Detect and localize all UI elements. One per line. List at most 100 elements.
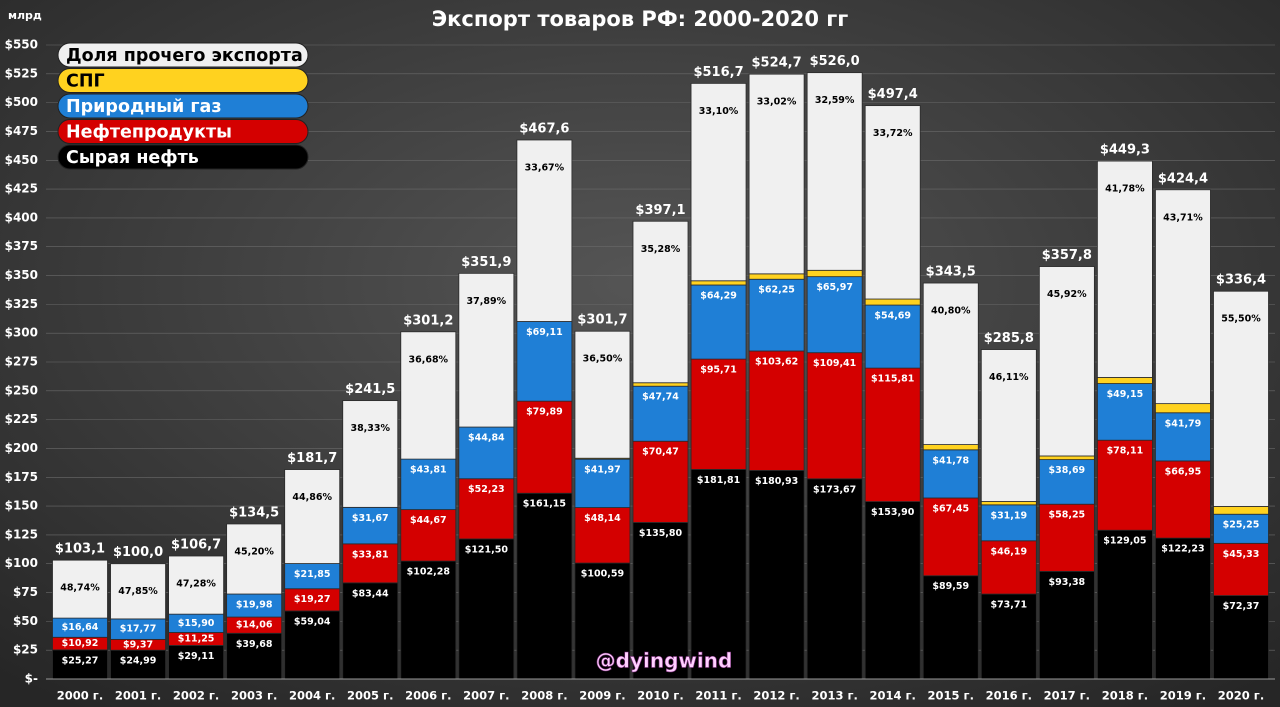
bar-segment: [632, 522, 689, 680]
bar-segment: [1213, 595, 1269, 680]
segment-label: $62,25: [758, 285, 795, 296]
total-label: $285,8: [984, 331, 1034, 346]
bar-segment: [400, 331, 457, 460]
x-tick-label: 2006 г.: [405, 689, 451, 703]
bar-segment: [168, 645, 225, 680]
bar-segment: [864, 367, 921, 502]
bar-segment: [1038, 570, 1095, 680]
segment-label: $79,89: [526, 407, 563, 418]
legend-swatch: [57, 42, 309, 68]
bar-segment: [1038, 503, 1095, 572]
legend-label: Нефтепродукты: [66, 123, 232, 143]
y-tick-label: $-: [25, 672, 38, 686]
bar-segment: [980, 504, 1037, 542]
bar-segment: [516, 492, 573, 680]
bar-segment: [400, 509, 457, 562]
y-tick-label: $25: [13, 643, 38, 657]
bar-segment: [284, 610, 341, 680]
segment-label: $14,06: [236, 620, 273, 631]
share-label: 40,80%: [931, 306, 971, 317]
segment-label: $129,05: [1103, 536, 1146, 547]
segment-label: $31,67: [352, 513, 389, 524]
segment-label: $64,29: [700, 290, 737, 301]
x-tick-label: 2002 г.: [173, 689, 219, 703]
y-tick-label: $400: [5, 210, 38, 224]
bar-segment: [864, 298, 921, 306]
total-label: $241,5: [345, 382, 395, 397]
x-tick-label: 2003 г.: [231, 689, 277, 703]
bar-segment: [864, 105, 921, 300]
bar-segment: [748, 278, 805, 352]
segment-label: $21,85: [294, 569, 331, 580]
bar-segment: [1097, 529, 1153, 680]
bar-segment: [632, 382, 689, 387]
segment-label: $54,69: [874, 311, 911, 322]
share-label: 55,50%: [1221, 314, 1261, 325]
segment-label: $161,15: [523, 499, 566, 510]
x-tick-label: 2014 г.: [870, 689, 916, 703]
bar-segment: [284, 563, 341, 590]
bar-segment: [922, 444, 979, 451]
y-tick-label: $550: [5, 38, 38, 52]
segment-label: $45,33: [1223, 549, 1260, 560]
y-tick-label: $375: [5, 239, 38, 253]
share-label: 33,02%: [757, 97, 797, 108]
segment-label: $89,59: [932, 581, 969, 592]
x-tick-label: 2018 г.: [1102, 689, 1148, 703]
y-tick-label: $450: [5, 153, 38, 167]
share-label: 47,28%: [176, 579, 216, 590]
bar-segment: [1213, 506, 1269, 515]
bar-segment: [748, 273, 805, 280]
total-label: $336,4: [1216, 273, 1266, 288]
x-tick-label: 2020 г.: [1218, 689, 1264, 703]
bar-segment: [168, 555, 225, 615]
total-label: $524,7: [752, 56, 802, 71]
segment-label: $11,25: [178, 633, 215, 644]
segment-label: $10,92: [62, 638, 99, 649]
total-label: $516,7: [693, 65, 743, 80]
bar-segment: [922, 497, 979, 577]
share-label: 33,67%: [525, 162, 565, 173]
bar-segment: [864, 304, 921, 369]
segment-label: $17,77: [120, 624, 157, 635]
x-tick-label: 2001 г.: [115, 689, 161, 703]
bar-segment: [632, 220, 689, 384]
segment-label: $24,99: [120, 656, 157, 667]
share-label: 41,78%: [1105, 184, 1145, 195]
share-label: 36,68%: [409, 354, 449, 365]
share-label: 38,33%: [350, 423, 390, 434]
segment-label: $93,38: [1049, 577, 1086, 588]
share-label: 36,50%: [583, 354, 623, 365]
bar-segment: [864, 501, 921, 680]
bar-segment: [226, 523, 283, 595]
bar-segment: [458, 272, 515, 428]
segment-label: $25,27: [62, 655, 99, 666]
bar-segment: [806, 276, 863, 354]
bar-segment: [1038, 455, 1095, 461]
bar-segment: [342, 543, 399, 584]
total-label: $343,5: [926, 265, 976, 280]
bar-segment: [980, 540, 1037, 595]
bar-segment: [690, 358, 747, 470]
bar-segment: [574, 507, 631, 564]
x-tick-label: 2013 г.: [811, 689, 857, 703]
segment-label: $58,25: [1049, 510, 1086, 521]
bar-segment: [1213, 513, 1269, 544]
bar-segment: [284, 469, 341, 564]
segment-label: $41,78: [932, 455, 969, 466]
legend-swatch: [57, 68, 309, 93]
share-label: 46,11%: [989, 372, 1029, 383]
y-tick-label: $150: [5, 499, 38, 513]
share-label: 33,72%: [873, 128, 913, 139]
bar-segment: [458, 538, 515, 680]
bar-segment: [922, 575, 979, 680]
segment-label: $121,50: [465, 544, 509, 555]
bar-segment: [922, 282, 979, 445]
bar-segment: [574, 330, 631, 459]
bar-segment: [1097, 439, 1153, 531]
x-tick-label: 2016 г.: [986, 689, 1032, 703]
y-tick-label: $250: [5, 383, 38, 397]
x-tick-label: 2007 г.: [463, 689, 509, 703]
segment-label: $44,84: [468, 433, 505, 444]
